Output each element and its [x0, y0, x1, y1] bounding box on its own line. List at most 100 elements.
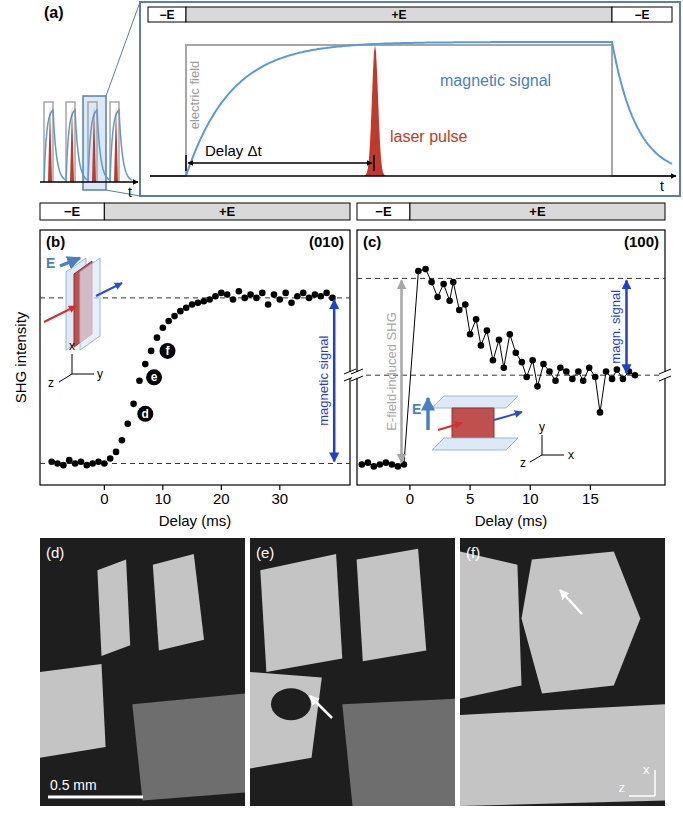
micrograph — [460, 538, 665, 806]
data-point — [119, 437, 126, 444]
axis-break — [659, 376, 671, 381]
data-point — [395, 463, 402, 470]
data-point — [282, 290, 289, 297]
magnetic-signal — [44, 110, 66, 182]
field-bar — [410, 203, 665, 220]
data-point — [456, 307, 463, 314]
panel-label: (c) — [363, 233, 381, 250]
data-point — [294, 293, 301, 300]
delay-tick — [373, 155, 375, 171]
tick-label: 0 — [100, 490, 108, 507]
data-point — [54, 460, 61, 467]
tick-label: 5 — [466, 490, 474, 507]
annotation: e — [151, 370, 158, 384]
label: x — [568, 448, 574, 462]
label: E — [412, 401, 421, 417]
field-arrow — [60, 258, 80, 266]
data-point — [422, 266, 429, 273]
data-point — [496, 337, 503, 344]
data-point — [48, 459, 55, 466]
panel-label: (b) — [46, 233, 65, 250]
data-point — [317, 293, 324, 300]
axis-label: x — [643, 762, 650, 777]
data-point — [586, 364, 593, 371]
data-point — [377, 461, 384, 468]
field-label: −E — [375, 204, 392, 219]
axis-glyph — [59, 374, 72, 382]
reference-line — [357, 278, 665, 279]
field-bar — [148, 7, 186, 22]
data-point — [603, 368, 610, 375]
beam-in — [44, 306, 76, 322]
data-point — [259, 290, 266, 297]
axis-break — [351, 369, 363, 374]
tick-label: 10 — [522, 490, 539, 507]
data-point — [473, 316, 480, 323]
data-point — [265, 301, 272, 308]
time-axis — [150, 175, 676, 177]
data-point — [500, 364, 507, 371]
data-point — [83, 462, 90, 469]
data-point — [365, 459, 372, 466]
domain — [460, 551, 522, 698]
data-point — [130, 401, 137, 408]
data-point — [277, 296, 284, 303]
plot-area — [357, 266, 665, 470]
label: y — [539, 420, 545, 434]
title: (010) — [309, 233, 344, 250]
domain — [460, 704, 665, 806]
domain — [271, 688, 311, 720]
tick-label: 0 — [406, 490, 414, 507]
panel-label: (d) — [46, 544, 64, 561]
data-point — [148, 348, 155, 355]
title: (100) — [624, 233, 659, 250]
label: x — [69, 339, 75, 353]
data-point — [371, 463, 378, 470]
domain — [522, 551, 641, 693]
annotation-badge — [146, 369, 162, 385]
delay-tick — [185, 155, 187, 171]
data-point — [614, 366, 621, 373]
axis-label: t — [128, 184, 132, 200]
data-point — [60, 462, 67, 469]
data-point — [195, 300, 202, 307]
data-point — [247, 291, 254, 298]
tick-label: 15 — [582, 490, 599, 507]
data-point — [113, 449, 120, 456]
data-point — [241, 295, 248, 302]
data-point — [415, 268, 422, 275]
magnetic-signal — [186, 42, 672, 176]
data-point — [609, 376, 616, 383]
data-point — [189, 301, 196, 308]
laser-pulse — [362, 45, 388, 176]
magnetic-signal — [66, 110, 88, 182]
beam-out — [96, 283, 122, 296]
domain — [260, 554, 342, 672]
scale-bar — [48, 796, 143, 799]
field-label: −E — [159, 8, 174, 22]
zoom-line — [106, 190, 140, 196]
data-point — [136, 377, 143, 384]
beam-in — [438, 423, 462, 430]
data-point — [467, 331, 474, 338]
data-point — [563, 368, 570, 375]
label: z — [520, 456, 526, 470]
field-label: +E — [391, 8, 406, 22]
data-point — [160, 324, 167, 331]
label: laser pulse — [390, 128, 467, 145]
data-point — [206, 296, 213, 303]
annotation-badge — [160, 343, 176, 359]
data-point — [183, 305, 190, 312]
data-point — [632, 372, 639, 379]
data-point — [224, 291, 231, 298]
panel-label: (a) — [44, 4, 64, 21]
axis-glyph — [654, 770, 656, 796]
data-point — [506, 331, 513, 338]
field-label: −E — [64, 204, 81, 219]
label: Delay Δt — [205, 142, 263, 159]
laser-pulse — [92, 106, 96, 182]
field-arrow — [426, 398, 430, 430]
data-line — [362, 269, 635, 466]
micrograph — [250, 538, 455, 806]
data-point — [218, 290, 225, 297]
